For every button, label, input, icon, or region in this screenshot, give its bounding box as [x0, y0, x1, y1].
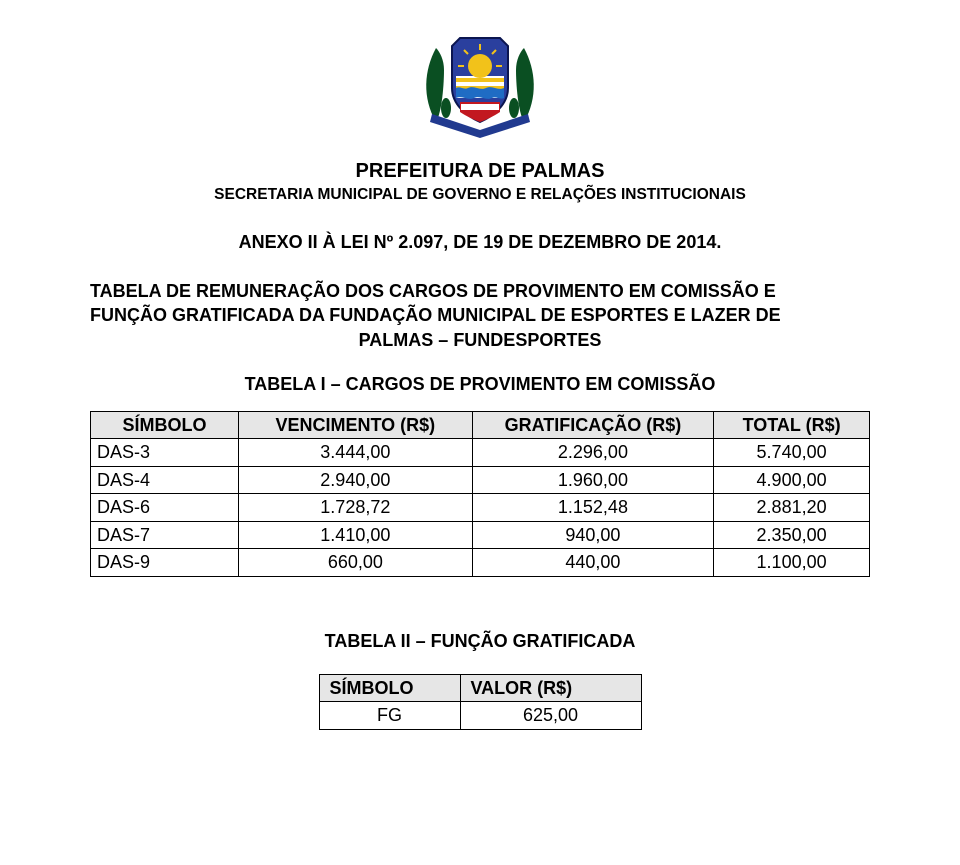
table-row: DAS-9 660,00 440,00 1.100,00 — [91, 549, 870, 577]
cell-total: 4.900,00 — [714, 466, 870, 494]
col-valor: VALOR (R$) — [460, 674, 641, 702]
desc-line-3: PALMAS – FUNDESPORTES — [90, 328, 870, 352]
col-simbolo: SÍMBOLO — [91, 411, 239, 439]
cell-gratificacao: 1.152,48 — [472, 494, 713, 522]
cell-vencimento: 2.940,00 — [239, 466, 473, 494]
col-total: TOTAL (R$) — [714, 411, 870, 439]
table-row: DAS-6 1.728,72 1.152,48 2.881,20 — [91, 494, 870, 522]
cell-symbol: DAS-9 — [91, 549, 239, 577]
cell-gratificacao: 1.960,00 — [472, 466, 713, 494]
cell-symbol: DAS-3 — [91, 439, 239, 467]
cell-gratificacao: 940,00 — [472, 521, 713, 549]
annex-heading: ANEXO II À LEI Nº 2.097, DE 19 DE DEZEMB… — [90, 232, 870, 253]
cell-total: 2.350,00 — [714, 521, 870, 549]
cell-gratificacao: 440,00 — [472, 549, 713, 577]
remuneration-table: SÍMBOLO VENCIMENTO (R$) GRATIFICAÇÃO (R$… — [90, 411, 870, 577]
desc-line-2: FUNÇÃO GRATIFICADA DA FUNDAÇÃO MUNICIPAL… — [90, 303, 870, 327]
document-page: PREFEITURA DE PALMAS SECRETARIA MUNICIPA… — [0, 0, 960, 770]
desc-line-1: TABELA DE REMUNERAÇÃO DOS CARGOS DE PROV… — [90, 279, 870, 303]
cell-total: 2.881,20 — [714, 494, 870, 522]
col-simbolo: SÍMBOLO — [319, 674, 460, 702]
cell-symbol: DAS-4 — [91, 466, 239, 494]
table-header-row: SÍMBOLO VALOR (R$) — [319, 674, 641, 702]
table-row: FG 625,00 — [319, 702, 641, 730]
table-row: DAS-4 2.940,00 1.960,00 4.900,00 — [91, 466, 870, 494]
col-vencimento: VENCIMENTO (R$) — [239, 411, 473, 439]
table-description: TABELA DE REMUNERAÇÃO DOS CARGOS DE PROV… — [90, 279, 870, 352]
col-gratificacao: GRATIFICAÇÃO (R$) — [472, 411, 713, 439]
cell-symbol: DAS-7 — [91, 521, 239, 549]
org-subtitle: SECRETARIA MUNICIPAL DE GOVERNO E RELAÇÕ… — [90, 186, 870, 204]
table-row: DAS-3 3.444,00 2.296,00 5.740,00 — [91, 439, 870, 467]
cell-vencimento: 3.444,00 — [239, 439, 473, 467]
org-title: PREFEITURA DE PALMAS — [90, 158, 870, 184]
table1-label: TABELA I – CARGOS DE PROVIMENTO EM COMIS… — [90, 374, 870, 395]
table2-label: TABELA II – FUNÇÃO GRATIFICADA — [90, 631, 870, 652]
municipal-crest-icon — [416, 30, 544, 148]
table-row: DAS-7 1.410,00 940,00 2.350,00 — [91, 521, 870, 549]
cell-vencimento: 660,00 — [239, 549, 473, 577]
cell-valor: 625,00 — [460, 702, 641, 730]
gratificada-table: SÍMBOLO VALOR (R$) FG 625,00 — [319, 674, 642, 730]
cell-vencimento: 1.410,00 — [239, 521, 473, 549]
cell-symbol: FG — [319, 702, 460, 730]
table-header-row: SÍMBOLO VENCIMENTO (R$) GRATIFICAÇÃO (R$… — [91, 411, 870, 439]
cell-total: 5.740,00 — [714, 439, 870, 467]
cell-vencimento: 1.728,72 — [239, 494, 473, 522]
cell-gratificacao: 2.296,00 — [472, 439, 713, 467]
cell-total: 1.100,00 — [714, 549, 870, 577]
cell-symbol: DAS-6 — [91, 494, 239, 522]
